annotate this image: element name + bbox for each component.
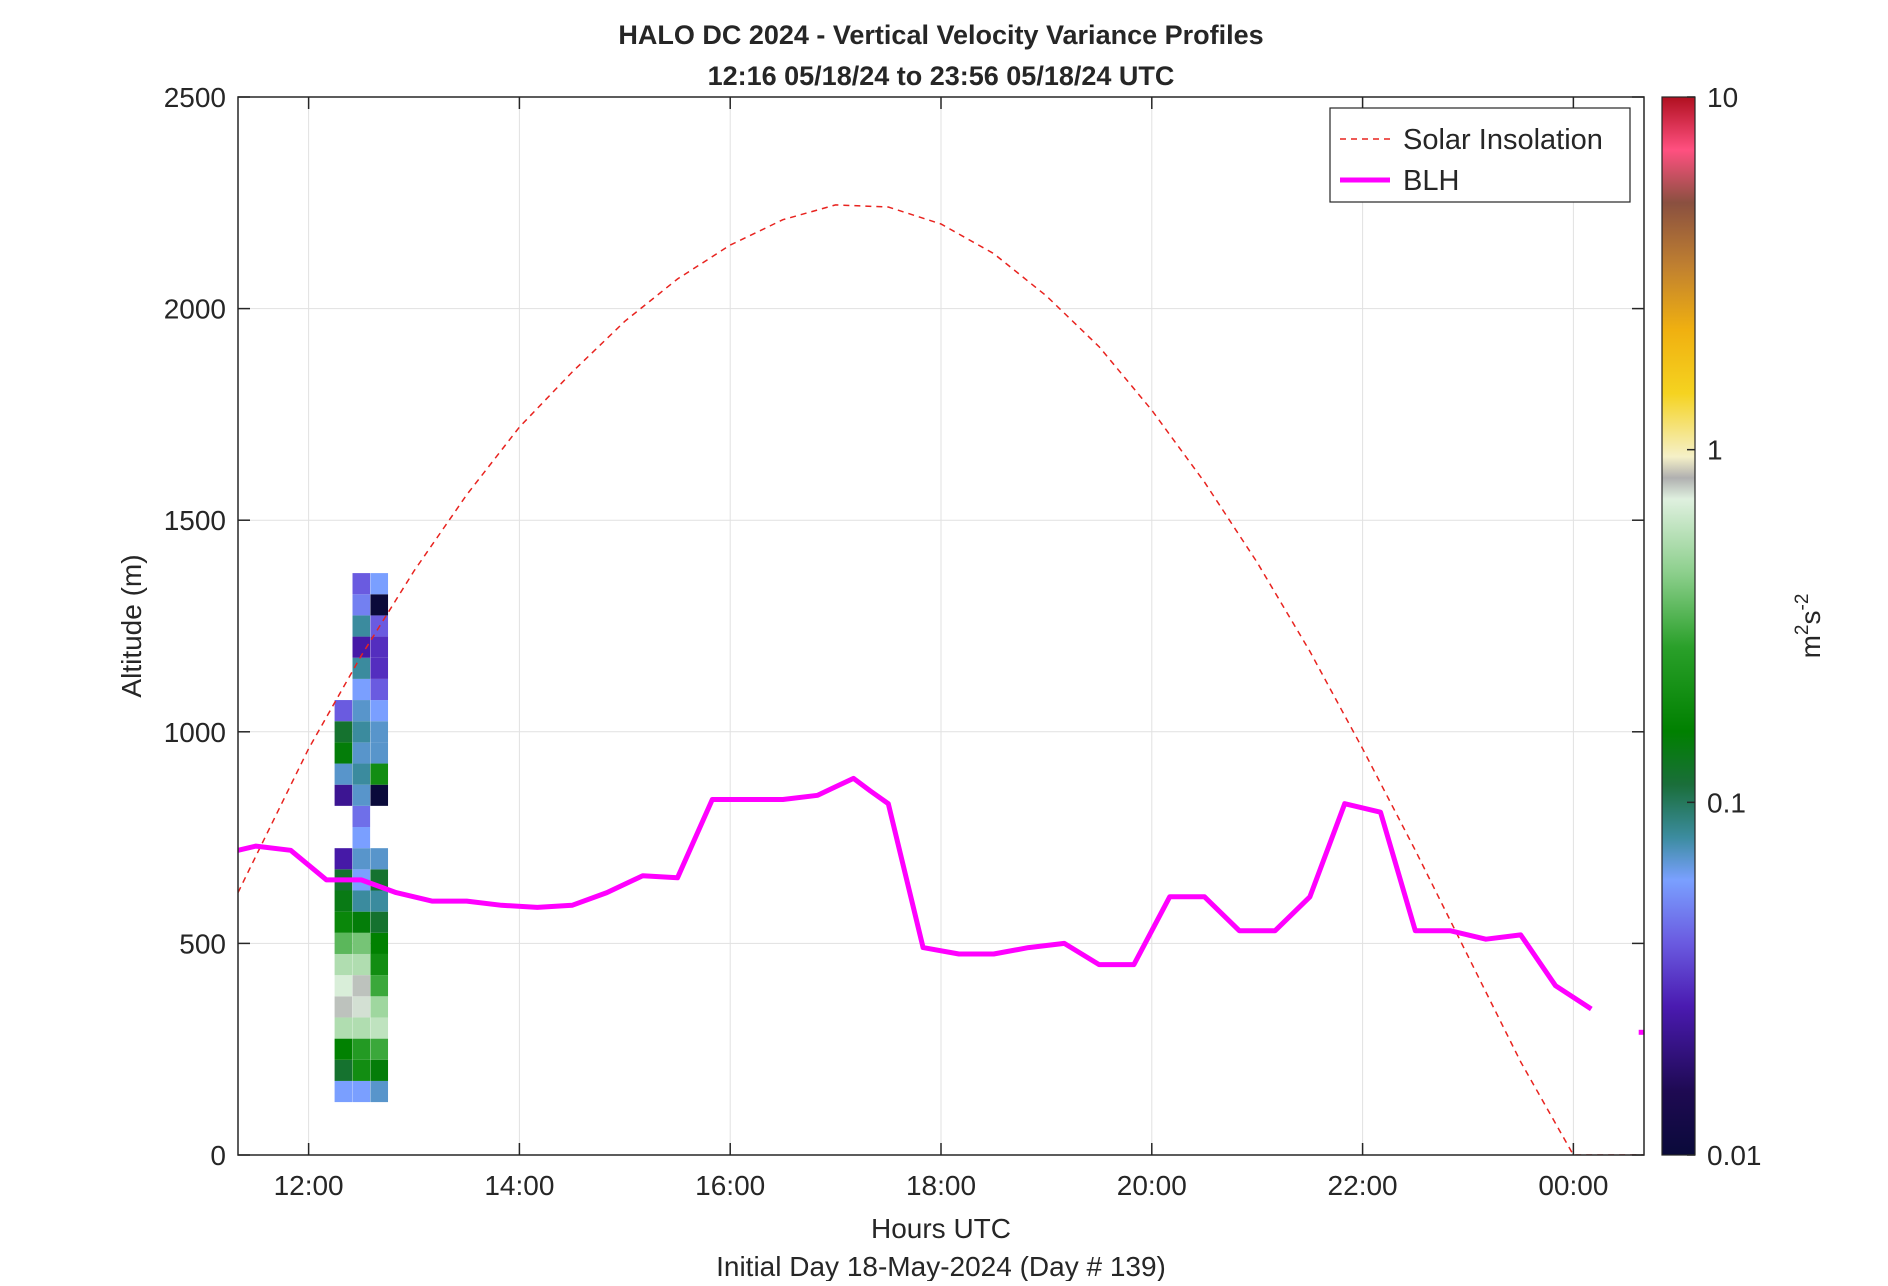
heatmap-cell [370, 657, 389, 679]
heatmap-cell [352, 742, 371, 764]
heatmap-cell [370, 763, 389, 785]
heatmap-cell [352, 911, 371, 933]
heatmap-cell [334, 953, 353, 976]
chart-title: HALO DC 2024 - Vertical Velocity Varianc… [618, 20, 1263, 50]
heatmap-cell [370, 932, 389, 954]
heatmap-cell [352, 848, 371, 870]
heatmap-cell [352, 573, 371, 595]
heatmap-cell [334, 1038, 353, 1060]
y-tick-label-3: 1500 [164, 505, 226, 536]
heatmap-cell [334, 848, 353, 870]
colorbar-ticks: 0.01 0.1 1 10 [1687, 82, 1762, 1171]
y-tick-label-5: 2500 [164, 82, 226, 113]
heatmap-cell [352, 636, 371, 658]
heatmap-cell [370, 996, 389, 1018]
heatmap-cell [370, 848, 389, 870]
y-tick-label-1: 500 [179, 928, 226, 959]
heatmap-cell [370, 1080, 389, 1103]
heatmap-cell [352, 700, 371, 722]
heatmap-cell [352, 594, 371, 616]
heatmap-cell [352, 615, 371, 637]
x-tick-label-5: 22:00 [1328, 1170, 1398, 1201]
heatmap-cell [352, 763, 371, 785]
heatmap-cell [352, 953, 371, 976]
heatmap-cell [334, 890, 353, 912]
heatmap-cell [370, 678, 389, 701]
legend-label-blh: BLH [1403, 165, 1459, 197]
heatmap-cell [334, 784, 353, 806]
heatmap-cell [334, 742, 353, 764]
heatmap-cell [370, 1038, 389, 1060]
heatmap-cell [352, 932, 371, 954]
heatmap-cell [334, 700, 353, 722]
heatmap-cell [370, 1017, 389, 1039]
x-axis-label: Hours UTC [871, 1213, 1011, 1244]
heatmap-cell [370, 975, 389, 997]
heatmap-cell [352, 1017, 371, 1039]
colorbar-tick-label-2: 1 [1707, 435, 1723, 466]
heatmap-cell [334, 763, 353, 785]
heatmap-cell [352, 975, 371, 997]
heatmap-cell [370, 890, 389, 912]
blh-line [238, 775, 1593, 1012]
legend: Solar Insolation BLH [1329, 107, 1631, 203]
x-tick-label-4: 20:00 [1117, 1170, 1187, 1201]
colorbar: 0.01 0.1 1 10 m2s-2 [1661, 82, 1826, 1171]
heatmap-cell [334, 1017, 353, 1039]
x-axis-label-secondary: Initial Day 18-May-2024 (Day # 139) [716, 1251, 1166, 1281]
y-tick-label-4: 2000 [164, 294, 226, 325]
heatmap-cell [370, 1059, 389, 1081]
colorbar-tick-label-3: 10 [1707, 82, 1738, 113]
heatmap-cell [334, 1080, 353, 1103]
overlay-lines [238, 204, 1644, 1155]
y-tick-label-0: 0 [210, 1140, 226, 1171]
legend-label-solar: Solar Insolation [1403, 124, 1603, 156]
colorbar-tick-label-0: 0.01 [1707, 1140, 1762, 1171]
x-tick-label-3: 18:00 [906, 1170, 976, 1201]
heatmap-cell [370, 594, 389, 616]
y-tick-label-2: 1000 [164, 717, 226, 748]
heatmap-cell [352, 1038, 371, 1060]
x-tick-label-2: 16:00 [695, 1170, 765, 1201]
heatmap-cell [352, 890, 371, 912]
heatmap-cell [352, 657, 371, 679]
heatmap-cell [334, 996, 353, 1018]
heatmap-cell [352, 784, 371, 806]
legend-box [1329, 107, 1631, 203]
x-tick-label-6: 00:00 [1538, 1170, 1608, 1201]
heatmap-cell [370, 911, 389, 933]
colorbar-tick-label-1: 0.1 [1707, 787, 1746, 818]
heatmap-cell [370, 700, 389, 722]
heatmap-cell [370, 953, 389, 976]
axes: 12:00 14:00 16:00 18:00 20:00 22:00 00:00 0 500 1… [164, 82, 1644, 1201]
heatmap-cell [352, 1059, 371, 1081]
chart-subtitle: 12:16 05/18/24 to 23:56 05/18/24 UTC [708, 61, 1175, 91]
heatmap-cell [370, 573, 389, 595]
heatmap-cell [352, 805, 371, 828]
heatmap-cell [352, 678, 371, 701]
heatmap-cell [334, 721, 353, 743]
heatmap-cell [352, 996, 371, 1018]
x-tick-label-0: 12:00 [274, 1170, 344, 1201]
heatmap-cell [370, 784, 389, 806]
heatmap-cell [334, 1059, 353, 1081]
heatmap-cell [334, 932, 353, 954]
heatmap-cell [352, 827, 371, 849]
y-axis-label: Altitude (m) [116, 554, 147, 697]
x-tick-label-1: 14:00 [484, 1170, 554, 1201]
heatmap-cell [334, 911, 353, 933]
colorbar-label: m2s-2 [1792, 594, 1826, 659]
heatmap-cell [352, 721, 371, 743]
heatmap-cell [352, 1080, 371, 1103]
colorbar-ramp [1661, 96, 1696, 1156]
heatmap-cell [370, 721, 389, 743]
heatmap-cell [334, 975, 353, 997]
heatmap-cell [370, 742, 389, 764]
heatmap-cell [370, 636, 389, 658]
